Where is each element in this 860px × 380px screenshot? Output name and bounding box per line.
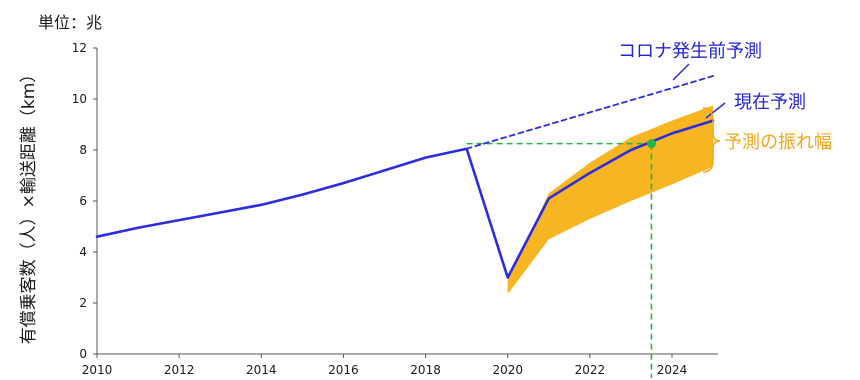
pre-covid-callout-line [672, 63, 690, 81]
reference-point [646, 139, 656, 149]
forecast-range-label: 予測の振れ幅 [724, 132, 832, 153]
y-tick-label: 4 [79, 245, 87, 259]
y-tick-label: 8 [79, 143, 87, 157]
x-tick-label: 2014 [246, 363, 277, 377]
x-tick-label: 2012 [164, 363, 195, 377]
x-tick-label: 2024 [657, 363, 688, 377]
y-tick-label: 2 [79, 296, 87, 310]
y-tick-label: 12 [72, 41, 87, 55]
x-tick-label: 2010 [82, 363, 113, 377]
x-tick-label: 2018 [410, 363, 441, 377]
current-forecast-label: 現在予測 [734, 92, 806, 113]
current-forecast-line [95, 119, 715, 279]
series-layer [95, 75, 715, 279]
pre-covid-forecast-line [465, 75, 714, 150]
axis-ticks-layer: 0 2 4 6 8 10 12 2010 2012 2014 2016 2018 2020 2022 202… [72, 41, 688, 377]
y-axis-title: 有償乗客数（人）×輸送距離（km） [19, 66, 39, 345]
unit-label: 単位：兆 [38, 13, 102, 32]
forecast-range-band-layer [507, 105, 714, 295]
forecast-range-band [507, 105, 714, 295]
x-tick-label: 2022 [575, 363, 606, 377]
reference-lines-layer [466, 142, 653, 378]
y-tick-label: 10 [72, 92, 87, 106]
y-tick-label: 0 [79, 347, 87, 361]
range-brace [702, 107, 721, 173]
x-tick-label: 2020 [492, 363, 523, 377]
current-callout-line [705, 102, 726, 119]
pre-covid-forecast-label: コロナ発生前予測 [618, 41, 762, 62]
y-tick-label: 6 [79, 194, 87, 208]
x-tick-label: 2016 [328, 363, 359, 377]
